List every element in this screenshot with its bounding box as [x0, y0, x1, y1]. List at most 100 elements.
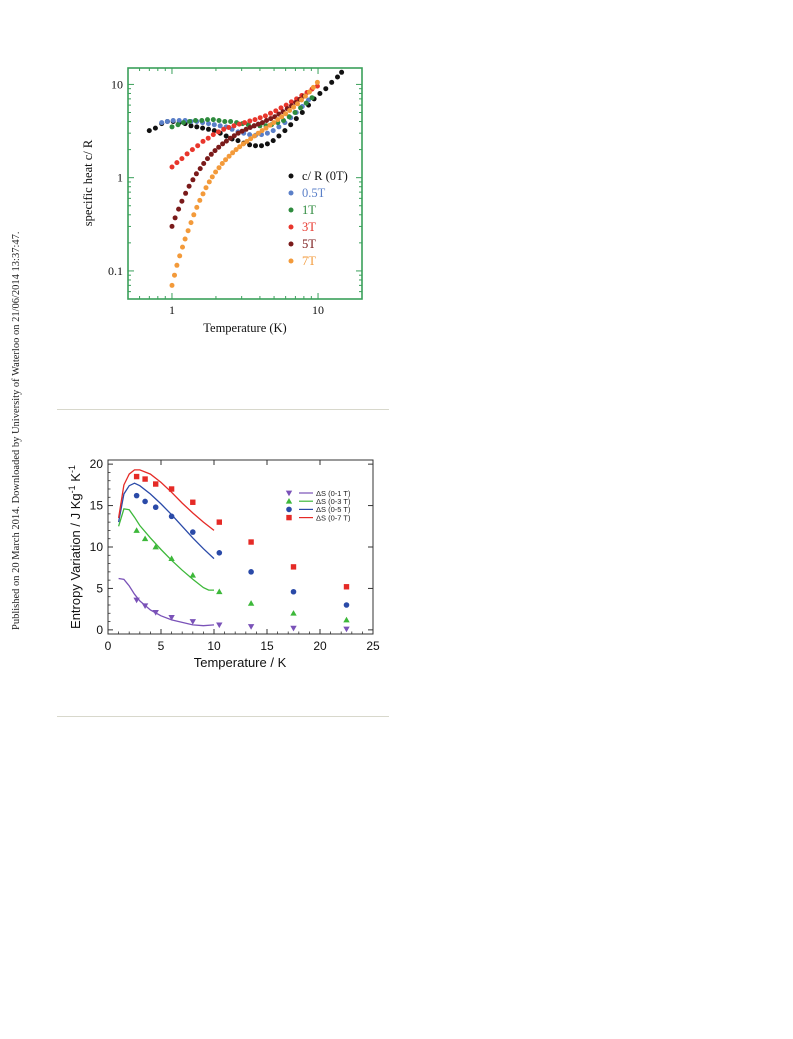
specific-heat-chart: 1 10 0.1 1 10 c/ R (0T) 0.5T 1T 3T 5T 7T Temperat… [81, 67, 363, 335]
data-point [268, 116, 274, 122]
data-point [183, 190, 189, 196]
data-point [141, 535, 149, 542]
data-point [195, 143, 201, 149]
data-point [210, 117, 216, 123]
data-point [314, 83, 320, 89]
y-tick-label: 20 [90, 457, 104, 471]
series-points-1 [133, 527, 350, 623]
data-point [248, 539, 254, 545]
entropy-x-label: Temperature / K [194, 655, 287, 670]
data-point [248, 136, 254, 142]
data-point [240, 141, 246, 147]
legend-label: 5T [302, 237, 316, 251]
data-point [288, 99, 294, 105]
data-point [133, 473, 140, 480]
data-point [255, 121, 261, 127]
data-point [159, 120, 165, 126]
x-tick-label: 5 [158, 639, 165, 653]
data-point [290, 610, 297, 616]
data-point [170, 118, 176, 123]
y-tick-label: 0 [96, 623, 103, 637]
data-point [264, 141, 270, 147]
data-point [235, 130, 241, 136]
data-point [275, 117, 281, 123]
data-point [237, 144, 243, 150]
legend-entry: 5T [288, 237, 316, 251]
data-point [271, 120, 277, 126]
data-point [230, 150, 236, 156]
data-point [208, 151, 214, 157]
legend-label: 3T [302, 220, 316, 234]
series-points-2 [133, 492, 350, 608]
specific-heat-y-label: specific heat c/ R [81, 139, 95, 226]
data-point [247, 142, 253, 148]
data-point [187, 119, 193, 124]
data-point [291, 104, 297, 110]
legend-label: ΔS (0-3 T) [316, 497, 351, 506]
side-note: Published on 20 March 2014. Downloaded b… [11, 231, 22, 630]
data-point [206, 126, 211, 132]
data-point [168, 615, 175, 621]
data-point [199, 118, 205, 123]
data-point [200, 125, 206, 131]
data-point [141, 603, 149, 610]
data-point [209, 174, 215, 180]
data-point [306, 89, 312, 95]
data-point [133, 597, 140, 604]
data-point [343, 626, 350, 633]
data-point [339, 69, 345, 75]
data-point [292, 110, 298, 115]
divider-top [57, 409, 389, 410]
data-point [216, 588, 223, 595]
data-point [288, 122, 294, 128]
data-point [247, 624, 255, 630]
data-point [169, 223, 175, 229]
specific-heat-x-label: Temperature (K) [203, 321, 286, 335]
data-point [174, 262, 180, 268]
data-point [248, 569, 254, 575]
data-point [267, 122, 273, 128]
legend-entry: c/ R (0T) [288, 169, 348, 183]
legend-label: 0.5T [302, 186, 326, 200]
legend-marker [288, 224, 294, 230]
data-point [169, 124, 175, 130]
data-point [270, 138, 276, 144]
side-note-text: Published on 20 March 2014. Downloaded b… [11, 231, 22, 630]
data-point [193, 171, 199, 177]
legend-entry: ΔS (0-7 T) [286, 513, 351, 522]
data-point [194, 124, 200, 130]
entropy-legend: ΔS (0-1 T)ΔS (0-3 T)ΔS (0-5 T)ΔS (0-7 T) [285, 489, 351, 522]
data-point [189, 147, 195, 153]
data-point [235, 138, 241, 144]
data-point [219, 161, 225, 166]
data-point [190, 177, 196, 183]
data-point [182, 236, 188, 242]
specific-heat-points [146, 69, 345, 288]
data-point [295, 101, 300, 107]
data-point [263, 125, 269, 131]
data-point [220, 141, 226, 147]
data-point [176, 206, 182, 212]
data-point [233, 147, 239, 153]
data-point [216, 622, 223, 629]
data-point [188, 123, 194, 129]
data-point [273, 108, 279, 114]
data-point [299, 97, 304, 103]
data-point [323, 86, 329, 92]
data-point [172, 215, 178, 221]
data-point [215, 129, 221, 135]
data-point [231, 123, 237, 129]
data-point [179, 198, 185, 204]
data-point [299, 110, 305, 115]
data-point [169, 282, 175, 288]
data-point [264, 130, 270, 136]
data-point [302, 93, 308, 99]
data-point [133, 492, 140, 499]
data-point [259, 120, 265, 126]
data-point [205, 156, 210, 162]
data-point [286, 114, 292, 120]
data-point [190, 499, 196, 505]
data-point [205, 135, 211, 141]
entropy-points [133, 473, 350, 633]
legend-entry: ΔS (0-5 T) [286, 505, 351, 514]
